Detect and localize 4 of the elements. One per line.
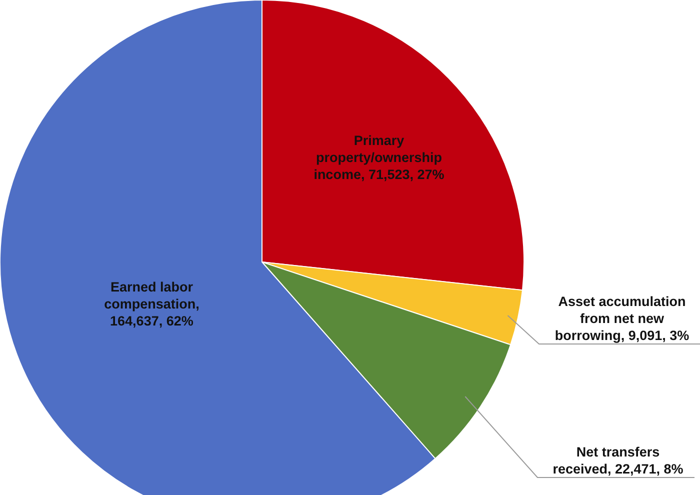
slice-label: Asset accumulation from net new borrowing, 9,091, 3% (554, 294, 690, 343)
slice-label: Earned labor compensation, 164,637, 62% (104, 280, 200, 329)
slice-label: Primary property/ownership income, 71,523, 27% (314, 132, 444, 182)
slice-label: Net transfers received, 22,471, 8% (552, 444, 684, 476)
